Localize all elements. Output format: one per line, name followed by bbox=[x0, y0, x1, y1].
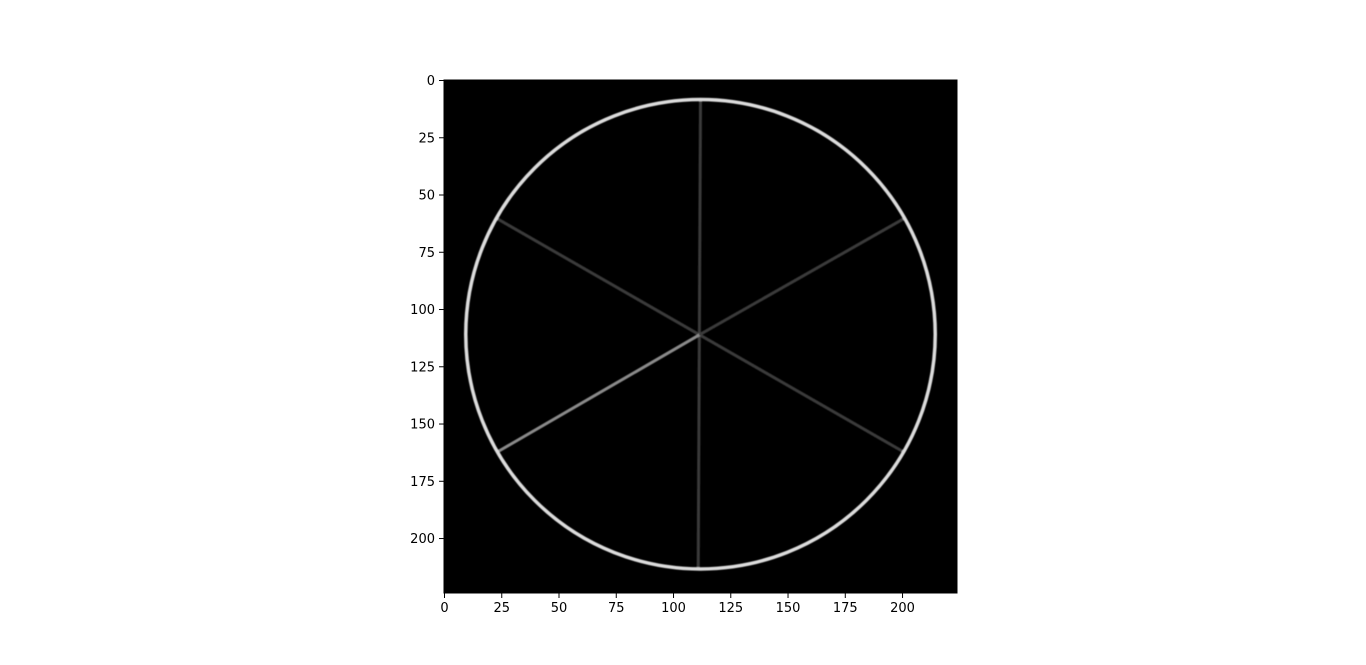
image-plot-area bbox=[443, 79, 958, 594]
y-tick-label: 125 bbox=[410, 360, 435, 375]
wheel-spoke-3 bbox=[497, 332, 702, 453]
x-tick-label: 175 bbox=[833, 601, 858, 616]
y-tick-label: 25 bbox=[418, 131, 435, 146]
x-tick-label: 75 bbox=[608, 601, 625, 616]
y-tick-label: 175 bbox=[410, 475, 435, 490]
x-tick-label: 125 bbox=[718, 601, 743, 616]
axes-frame bbox=[443, 79, 958, 594]
x-axis: 0 25 50 75 100 125 150 175 200 bbox=[440, 593, 915, 616]
x-tick-label: 25 bbox=[493, 601, 510, 616]
x-tick-label: 200 bbox=[890, 601, 915, 616]
x-tick-label: 150 bbox=[776, 601, 801, 616]
wheel-rim bbox=[464, 97, 937, 571]
y-tick-label: 50 bbox=[418, 189, 435, 204]
y-tick-label: 0 bbox=[427, 74, 435, 89]
wheel-spoke-4 bbox=[699, 218, 904, 336]
y-axis: 0 25 50 75 100 125 150 175 200 bbox=[410, 74, 444, 547]
y-tick-label: 100 bbox=[410, 303, 435, 318]
y-tick-label: 75 bbox=[418, 246, 435, 261]
x-tick-label: 50 bbox=[551, 601, 568, 616]
x-tick-label: 0 bbox=[440, 601, 448, 616]
y-tick-label: 200 bbox=[410, 532, 435, 547]
y-tick-label: 150 bbox=[410, 418, 435, 433]
x-tick-label: 100 bbox=[661, 601, 686, 616]
